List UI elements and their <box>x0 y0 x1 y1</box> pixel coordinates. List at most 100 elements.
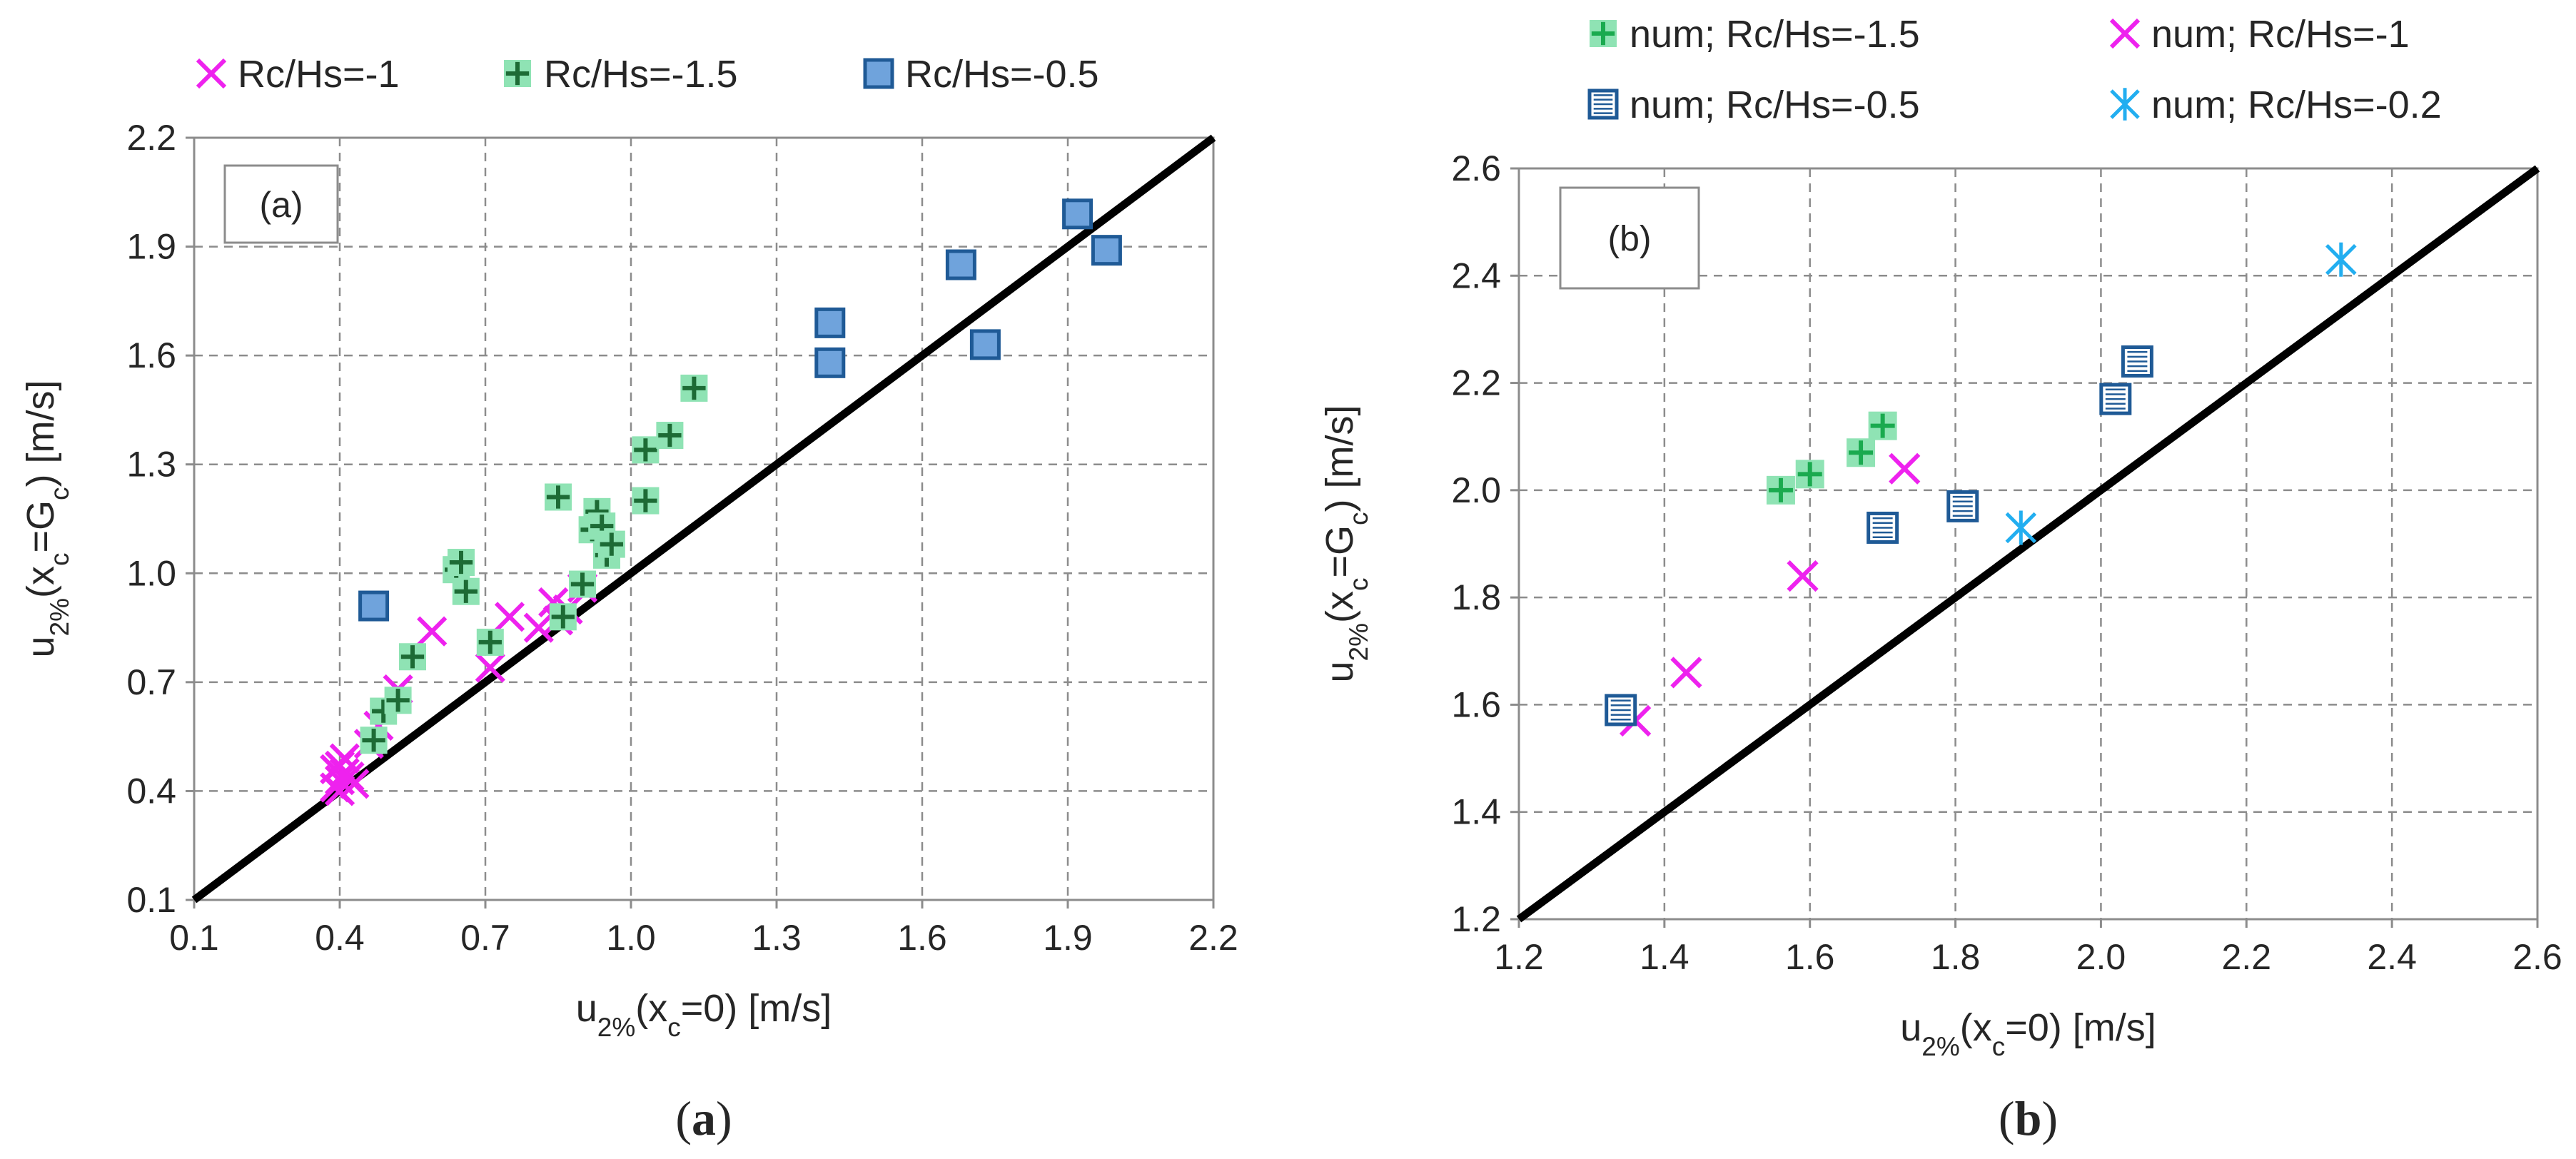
b-series-2 <box>1605 345 2153 727</box>
a-point <box>969 329 1001 360</box>
panel-a-chart: 0.1 0.4 0.7 1.0 1.3 1.6 1.9 2.2 0.1 0.4 0.7 1.0 1.3 1… <box>19 53 1238 1145</box>
b-xlabel: u2%(xc=0) [m/s] <box>1900 1006 2156 1061</box>
a-legend-label: Rc/Hs=-0.5 <box>905 53 1099 96</box>
b-point <box>1795 460 1824 489</box>
a-xlabel: u2%(xc=0) [m/s] <box>576 987 832 1042</box>
a-point <box>569 570 596 598</box>
b-point <box>1605 694 1637 727</box>
a-point <box>1062 198 1093 230</box>
b-ytick-label: 1.8 <box>1451 577 1501 617</box>
b-xtick-label: 1.4 <box>1640 937 1689 977</box>
a-xtick-label: 1.3 <box>752 918 802 958</box>
b-legend-marker <box>1587 88 1619 120</box>
a-point <box>680 374 708 402</box>
b-ytick-label: 1.6 <box>1451 684 1501 724</box>
a-series-1 <box>360 374 708 754</box>
b-point <box>2121 345 2153 378</box>
a-xtick-label: 1.6 <box>897 918 947 958</box>
b-xtick-label: 1.6 <box>1785 937 1835 977</box>
b-panel-label-box <box>1559 186 1700 290</box>
a-point <box>523 612 554 643</box>
a-point <box>399 643 426 671</box>
b-point <box>1868 411 1897 440</box>
a-legend-item: Rc/Hs=-1.5 <box>504 53 738 96</box>
b-ytick-label: 1.4 <box>1451 792 1501 832</box>
a-legend-marker <box>196 58 227 89</box>
panel-b-chart: 1.2 1.4 1.6 1.8 2.0 2.2 2.4 2.6 1.2 1.4 1.6 1.8 2.0 2… <box>1318 13 2562 1145</box>
a-legend-marker <box>504 60 531 87</box>
a-xtick-label: 0.1 <box>169 918 219 958</box>
b-xtick-label: 1.8 <box>1931 937 1981 977</box>
a-point <box>494 602 525 632</box>
b-legend-marker <box>1590 20 1617 47</box>
b-point <box>1867 511 1899 544</box>
b-xtick-label: 2.4 <box>2367 937 2417 977</box>
a-caption: (a) <box>675 1091 732 1145</box>
b-point <box>2099 383 2132 415</box>
a-ytick-label: 1.6 <box>126 335 176 375</box>
a-legend-label: Rc/Hs=-1 <box>238 53 400 96</box>
a-panel-label: (a) <box>223 164 339 244</box>
b-series-0 <box>1766 411 1897 505</box>
a-ytick-label: 0.7 <box>126 662 176 702</box>
b-point <box>2325 242 2357 277</box>
a-ytick-label: 1.9 <box>126 227 176 267</box>
b-point <box>2005 510 2037 545</box>
b-xtick-label: 2.6 <box>2512 937 2562 977</box>
a-ytick-label: 1.3 <box>126 445 176 485</box>
a-xtick-label: 0.4 <box>315 918 365 958</box>
a-point <box>656 422 684 450</box>
b-reference-line <box>1516 165 2540 923</box>
b-panel-label-text: (b) <box>1607 219 1651 259</box>
b-legend: num; Rc/Hs=-1.5 num; Rc/Hs=-1 num; Rc/Hs=-… <box>1587 13 2442 126</box>
a-point <box>814 307 846 338</box>
b-legend-label: num; Rc/Hs=-0.5 <box>1630 83 1920 126</box>
a-panel-label-text: (a) <box>259 185 303 225</box>
a-ytick-label: 0.1 <box>126 880 176 920</box>
a-legend-item: Rc/Hs=-0.5 <box>863 53 1099 96</box>
a-xtick-label: 1.9 <box>1043 918 1093 958</box>
b-point <box>1787 560 1819 592</box>
b-xtick-label: 1.2 <box>1494 937 1544 977</box>
a-point <box>452 577 480 605</box>
b-point <box>1889 452 1921 485</box>
a-panel-label-box <box>223 164 339 244</box>
a-point <box>384 687 412 714</box>
a-ytick-label: 2.2 <box>126 118 176 158</box>
a-legend-item: Rc/Hs=-1 <box>196 53 400 96</box>
a-point <box>448 549 475 577</box>
a-series-2 <box>358 198 1122 622</box>
a-xtick-label: 2.2 <box>1188 918 1238 958</box>
b-ytick-label: 2.2 <box>1451 363 1501 403</box>
a-point <box>339 769 370 799</box>
a-point <box>417 616 448 647</box>
b-legend-item: num; Rc/Hs=-0.5 <box>1587 83 1920 126</box>
b-legend-label: num; Rc/Hs=-1.5 <box>1630 13 1920 56</box>
b-ytick-label: 2.4 <box>1451 255 1501 295</box>
a-point <box>945 249 976 280</box>
a-legend-marker <box>863 58 894 89</box>
b-point <box>1847 438 1876 467</box>
a-point <box>632 436 660 464</box>
a-point <box>475 652 505 683</box>
a-point <box>324 776 355 806</box>
a-point <box>360 727 388 754</box>
b-panel-label: (b) <box>1559 186 1700 290</box>
a-point <box>549 603 577 631</box>
b-series-3 <box>2005 242 2357 545</box>
b-legend-item: num; Rc/Hs=-1.5 <box>1590 13 1920 56</box>
a-point <box>632 487 660 515</box>
a-point <box>545 483 572 511</box>
b-ytick-label: 2.0 <box>1451 470 1501 510</box>
b-xtick-label: 2.0 <box>2076 937 2126 977</box>
b-legend-label: num; Rc/Hs=-1 <box>2151 13 2410 56</box>
b-caption: (b) <box>1999 1091 2058 1145</box>
b-legend-marker <box>2109 18 2141 49</box>
b-xtick-label: 2.2 <box>2222 937 2272 977</box>
b-ytick-label: 2.6 <box>1451 148 1501 188</box>
a-xtick-label: 0.7 <box>460 918 510 958</box>
b-point <box>1766 475 1795 505</box>
b-ytick-label: 1.2 <box>1451 899 1501 939</box>
a-legend-label: Rc/Hs=-1.5 <box>544 53 738 96</box>
